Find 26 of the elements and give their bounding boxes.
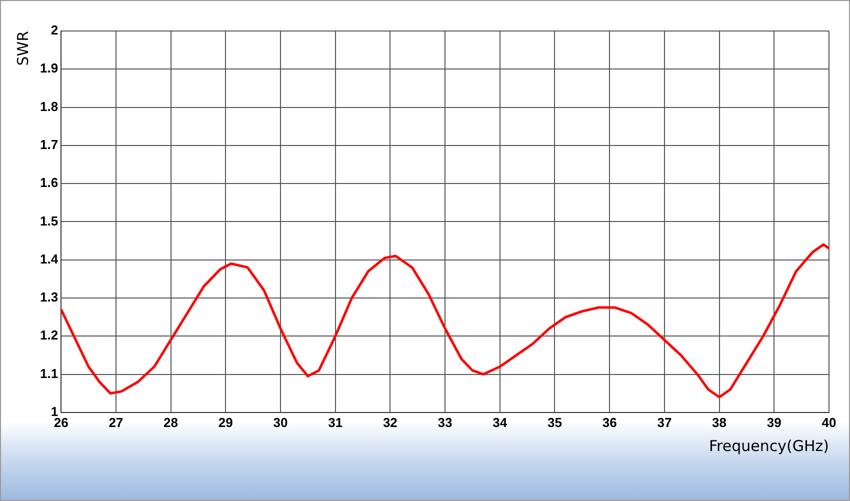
x-tick-label: 31 — [328, 414, 343, 430]
y-tick-label: 1.9 — [40, 60, 58, 76]
x-tick-label: 32 — [382, 414, 398, 430]
y-tick-label: 1.3 — [40, 290, 58, 305]
x-tick-label: 29 — [218, 414, 233, 430]
x-tick-label: 35 — [548, 414, 562, 430]
y-tick-label: 1.8 — [40, 98, 58, 114]
y-axis-title: SWR — [14, 31, 32, 66]
y-tick-label: 1.1 — [40, 366, 58, 381]
y-tick-label: 2 — [50, 22, 58, 38]
x-tick-label: 33 — [438, 414, 452, 430]
x-tick-label: 39 — [766, 414, 782, 430]
x-axis-title: Frequency(GHz) — [709, 436, 829, 455]
x-tick-label: 30 — [273, 414, 288, 430]
x-tick-label: 34 — [492, 414, 508, 430]
x-tick-label: 40 — [822, 414, 836, 430]
y-tick-label: 1.5 — [40, 213, 58, 228]
y-tick-label: 1.6 — [40, 175, 58, 190]
y-tick-label: 1.2 — [40, 328, 58, 343]
x-tick-label: 37 — [657, 414, 672, 430]
x-tick-label: 28 — [164, 414, 178, 430]
x-tick-label: 27 — [108, 414, 124, 430]
y-tick-label: 1.7 — [40, 137, 58, 152]
x-tick-label: 38 — [712, 414, 727, 430]
y-tick-label: 1.4 — [40, 251, 59, 266]
x-tick-label: 36 — [602, 414, 617, 430]
